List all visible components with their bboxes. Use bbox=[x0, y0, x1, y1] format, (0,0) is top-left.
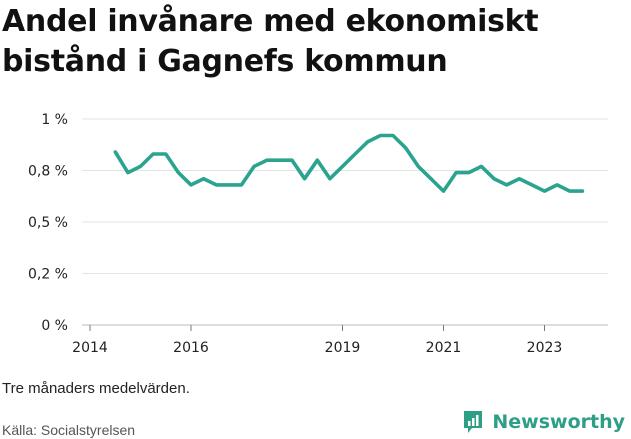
x-tick-label: 2016 bbox=[173, 340, 209, 356]
x-tick-label: 2021 bbox=[426, 340, 462, 356]
line-chart: 0 %0,2 %0,5 %0,8 %1 % 2014 2016 2019 2021 20… bbox=[28, 112, 608, 356]
gridlines bbox=[82, 118, 608, 326]
y-tick-label: 0,2 % bbox=[28, 267, 68, 283]
x-tick-label: 2019 bbox=[325, 340, 361, 356]
y-tick-label: 0,5 % bbox=[28, 215, 68, 231]
y-tick-label: 0,8 % bbox=[28, 164, 68, 180]
chart-title: Andel invånare med ekonomiskt bistånd i … bbox=[2, 4, 539, 79]
x-tick-label: 2014 bbox=[72, 340, 108, 356]
y-axis-labels: 0 % 0,2 % 0,5 % 0,8 % 1 % bbox=[28, 112, 68, 334]
y-tick-label: 0 % bbox=[41, 318, 68, 334]
chart-note: Tre månaders medelvärden. bbox=[2, 380, 190, 397]
x-axis: 2014 2016 2019 2021 2023 bbox=[72, 325, 562, 356]
x-tick-label: 2023 bbox=[527, 340, 563, 356]
series-line bbox=[113, 133, 585, 193]
brand-name: Newsworthy bbox=[492, 411, 625, 433]
newsworthy-logo-icon bbox=[464, 411, 483, 433]
source-credit: Källa: Socialstyrelsen bbox=[2, 422, 136, 438]
newsworthy-brand[interactable]: Newsworthy bbox=[462, 409, 625, 435]
y-tick-label: 1 % bbox=[41, 112, 68, 128]
